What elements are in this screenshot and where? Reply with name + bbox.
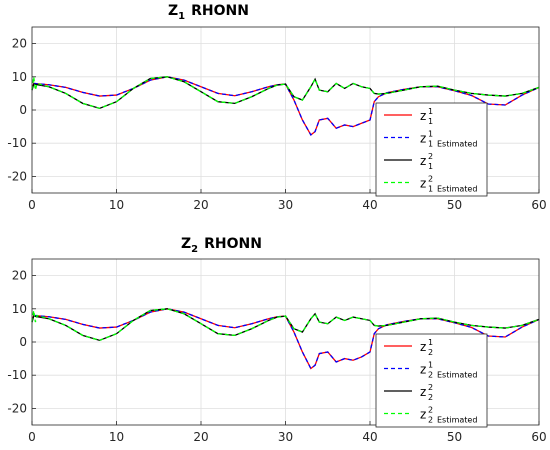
chart-title-z2: Z2 RHONN	[181, 236, 262, 255]
y-tick-label: -20	[7, 169, 27, 183]
y-tick-label: 20	[12, 269, 27, 283]
x-tick-label: 40	[362, 430, 377, 444]
legend-label-3: z	[420, 385, 426, 399]
x-tick-label: 40	[362, 198, 377, 212]
legend-label-sub: 2	[428, 371, 433, 380]
x-tick-label: 20	[193, 430, 208, 444]
ticks-z1: 0 10 20 30 40 50 60 -20 -10 0 10 20	[7, 37, 546, 212]
legend-box	[375, 333, 488, 428]
legend-label-sup: 2	[428, 175, 433, 184]
y-tick-label: 10	[12, 302, 27, 316]
y-tick-label: 0	[19, 335, 27, 349]
series-layer-z1	[31, 76, 540, 136]
x-tick-label: 0	[28, 198, 36, 212]
x-tick-label: 60	[531, 198, 546, 212]
legend-label-sub: 1	[428, 162, 433, 171]
legend-label-sup: 1	[428, 130, 433, 139]
legend-label-sub: 2	[428, 416, 433, 425]
legend-label-sup: 2	[428, 152, 433, 161]
legend-label-sup: 1	[428, 107, 433, 116]
x-tick-label: 30	[278, 430, 293, 444]
series-line-2	[31, 76, 540, 136]
legend-label-sub: 1	[428, 185, 433, 194]
legend-label-4: z	[420, 408, 426, 422]
legend-label-2: z	[420, 132, 426, 146]
legend-label-2: z	[420, 363, 426, 377]
x-tick-label: 50	[447, 430, 462, 444]
legend-label-4: z	[420, 177, 426, 191]
chart-title-z1: Z1 RHONN	[168, 3, 249, 22]
x-tick-label: 50	[447, 198, 462, 212]
x-tick-label: 20	[193, 198, 208, 212]
legend-label-1: z	[420, 109, 426, 123]
x-tick-label: 0	[28, 430, 36, 444]
legend-label-sub: 1	[428, 117, 433, 126]
legend-label-sub: 2	[428, 393, 433, 402]
series-line-4	[31, 76, 540, 110]
legend-label-sub: 2	[428, 348, 433, 357]
legend-label-suffix: Estimated	[437, 140, 477, 149]
legend-label-sup: 2	[428, 383, 433, 392]
x-tick-label: 30	[278, 198, 293, 212]
legend-label-sup: 1	[428, 338, 433, 347]
y-tick-label: 0	[19, 103, 27, 117]
y-tick-label: 20	[12, 37, 27, 51]
y-tick-label: 10	[12, 70, 27, 84]
y-tick-label: -10	[7, 136, 27, 150]
legend-label-suffix: Estimated	[437, 371, 477, 380]
legend-label-suffix: Estimated	[437, 416, 477, 425]
ticks-z2: 0 10 20 30 40 50 60 -20 -10 0 10 20	[7, 269, 546, 444]
x-tick-label: 10	[109, 198, 124, 212]
legend-label-sup: 1	[428, 361, 433, 370]
y-tick-label: -20	[7, 401, 27, 415]
legend-label-suffix: Estimated	[437, 185, 477, 194]
legend-label-sup: 2	[428, 406, 433, 415]
x-tick-label: 10	[109, 430, 124, 444]
x-tick-label: 60	[531, 430, 546, 444]
y-tick-label: -10	[7, 368, 27, 382]
series-line-4	[31, 308, 540, 342]
series-layer-z2	[31, 308, 540, 370]
legend-label-sub: 1	[428, 140, 433, 149]
legend-box	[375, 102, 488, 197]
legend-label-3: z	[420, 154, 426, 168]
legend-label-1: z	[420, 340, 426, 354]
